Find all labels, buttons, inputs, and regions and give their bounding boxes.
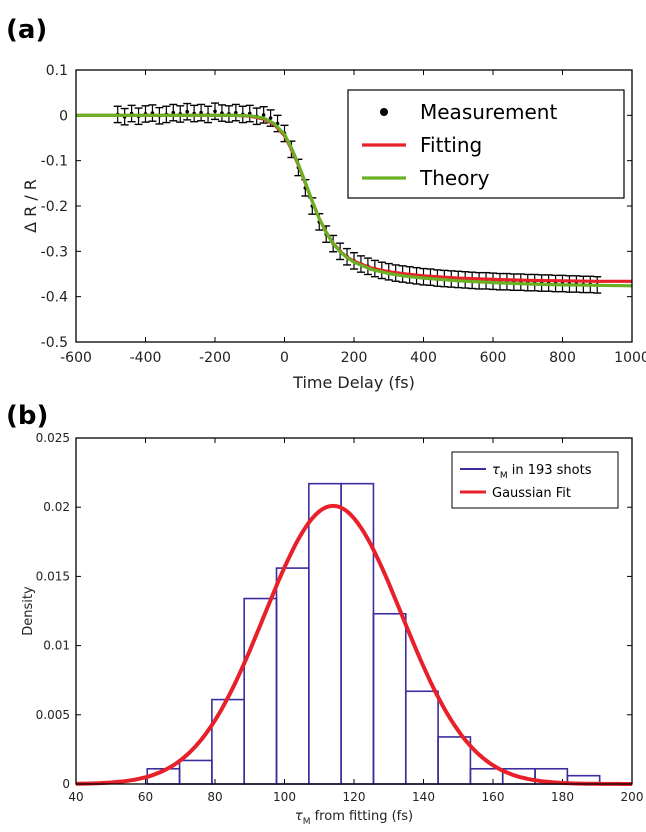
histogram-bar: [404, 690, 439, 785]
chart-a-y-tick-label: -0.1: [41, 154, 68, 170]
chart-a-x-axis-label: Time Delay (fs): [292, 373, 415, 392]
chart-b-y-tick-label: 0.025: [36, 431, 70, 445]
chart-b-x-tick-label: 180: [551, 790, 574, 804]
chart-a-y-tick-label: -0.5: [41, 335, 68, 351]
legend-label-theory: Theory: [419, 166, 490, 190]
measurement-errorbar-point: [190, 104, 199, 123]
chart-a-axes-box: [75, 69, 633, 343]
measurement-point: [213, 109, 217, 114]
chart-b-x-tick-label: 200: [621, 790, 644, 804]
chart-a-x-tick-label: -200: [199, 350, 231, 366]
measurement-point: [185, 109, 189, 114]
chart-b: 40 60 80 100 120 140 160 180 200 0.025 0.02 0.015 0.…: [21, 431, 643, 827]
measurement-errorbar-point: [148, 104, 157, 122]
chart-a-y-tick-label: 0: [59, 108, 68, 124]
legend-label-fitting: Fitting: [420, 133, 482, 157]
chart-a-y-tick-label: -0.4: [41, 290, 68, 306]
histogram-bar: [211, 698, 245, 785]
chart-a-x-tick-label: 400: [410, 350, 437, 366]
chart-a-y-axis-label: Δ R / R: [21, 179, 40, 233]
chart-a-y-tick-label: -0.3: [41, 244, 68, 260]
chart-b-plot-area: [76, 482, 632, 786]
legend-marker-measurement: [380, 108, 388, 116]
chart-b-y-tick-label: 0.02: [43, 500, 70, 514]
chart-a-plot-area: [76, 102, 633, 294]
measurement-errorbar-point: [197, 103, 206, 122]
chart-b-x-tick-label: 100: [273, 790, 296, 804]
measurement-errorbar-point: [127, 104, 136, 123]
chart-b-x-tick-label: 160: [482, 790, 505, 804]
chart-a-x-tick-label: 0: [280, 350, 289, 366]
chart-b-x-tick-label: 60: [138, 790, 153, 804]
measurement-errorbar-point: [183, 102, 192, 121]
legend-label-gaussian-fit: Gaussian Fit: [492, 486, 571, 501]
measurement-errorbar-point: [245, 104, 254, 123]
histogram-bar: [308, 482, 342, 785]
chart-b-x-tick-label: 80: [207, 790, 222, 804]
chart-b-y-axis-label: Density: [21, 586, 36, 636]
histogram-bar: [275, 567, 310, 785]
measurement-errorbar-point: [217, 104, 226, 122]
histogram-bar: [437, 736, 472, 785]
gaussian-fit-line: [76, 503, 632, 786]
chart-a-x-tick-label: 600: [480, 350, 507, 366]
measurement-errorbar-point: [211, 102, 219, 121]
chart-b-y-tick-label: 0: [62, 777, 70, 791]
chart-a: -600 -400 -200 0 200 400 600 800 1000 0.1 0 -0.1 -0.…: [21, 63, 646, 392]
measurement-errorbar-point: [259, 106, 268, 124]
chart-b-x-tick-label: 120: [343, 790, 366, 804]
chart-b-y-tick-label: 0.015: [36, 569, 70, 583]
chart-a-x-tick-label: 1000: [614, 350, 646, 366]
chart-a-x-tick-label: -400: [130, 350, 162, 366]
chart-b-y-tick-label: 0.01: [43, 639, 70, 653]
chart-b-legend: τM in 193 shots Gaussian Fit: [451, 451, 619, 509]
chart-b-x-tick-label: 40: [68, 790, 83, 804]
histogram-bar: [372, 612, 407, 785]
chart-a-y-tick-label: 0.1: [46, 63, 68, 79]
chart-b-y-tick-label: 0.005: [36, 708, 70, 722]
chart-a-x-tick-label: 200: [341, 350, 368, 366]
chart-b-x-tick-label: 140: [412, 790, 435, 804]
measurement-point: [234, 110, 238, 115]
chart-a-legend: Measurement Fitting Theory: [347, 89, 625, 199]
measurement-errorbar-point: [231, 103, 240, 122]
histogram-bar: [178, 759, 213, 785]
measurement-errorbar-point: [169, 103, 178, 122]
legend-label-histogram: τM in 193 shots: [492, 463, 592, 481]
chart-b-x-axis-label: τM from fitting (fs): [295, 809, 413, 827]
measurement-point: [199, 110, 203, 115]
measurement-point: [171, 110, 176, 115]
histogram-bar: [469, 767, 504, 785]
series-theory-line: [76, 113, 633, 288]
chart-a-x-tick-label: -600: [60, 350, 92, 366]
chart-b-ticks: 40 60 80 100 120 140 160 180 200 0.025 0.02 0.015 0.…: [36, 431, 644, 804]
chart-b-legend-box: [451, 451, 619, 509]
chart-a-y-tick-label: -0.2: [41, 199, 68, 215]
panel-a-label: (a): [6, 15, 47, 45]
measurement-point: [268, 116, 273, 120]
histogram-bar: [340, 482, 375, 785]
chart-b-axes-box: [75, 437, 633, 785]
legend-label-measurement: Measurement: [420, 100, 557, 124]
chart-a-ticks: -600 -400 -200 0 200 400 600 800 1000 0.1 0 -0.1 -0.…: [41, 63, 646, 366]
measurement-point: [261, 113, 266, 117]
chart-a-x-tick-label: 800: [549, 350, 576, 366]
panel-b-label: (b): [6, 401, 48, 431]
